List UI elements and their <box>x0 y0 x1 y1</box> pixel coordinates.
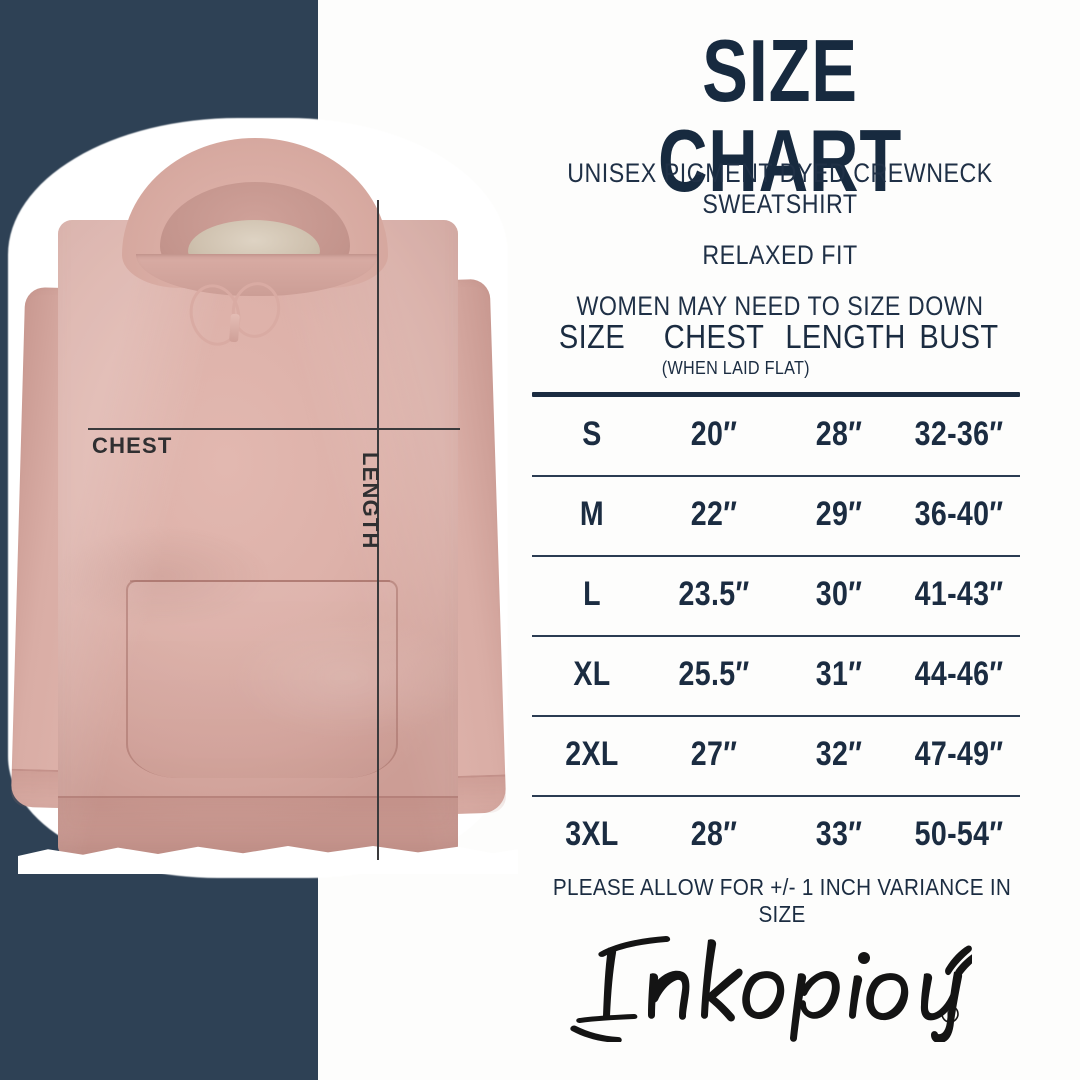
table-row-divider <box>532 715 1020 717</box>
product-photo: CHEST LENGTH <box>0 0 520 1080</box>
table-header-rule <box>532 392 1020 397</box>
cell-bust: 47-49″ <box>914 735 1004 773</box>
table-header-row: SIZE CHEST LENGTH BUST (WHEN LAID FLAT) <box>532 318 1020 392</box>
cell-length: 30″ <box>815 575 863 613</box>
table-row-divider <box>532 635 1020 637</box>
table-row-divider <box>532 795 1020 797</box>
chest-measure-note: (WHEN LAID FLAT) <box>661 358 810 378</box>
column-header-chest: CHEST <box>663 318 765 355</box>
cell-size: L <box>583 575 601 613</box>
drawstring-aglet <box>229 313 240 343</box>
hem-band <box>58 796 458 856</box>
size-table: SIZE CHEST LENGTH BUST (WHEN LAID FLAT) … <box>532 318 1020 875</box>
hoodie-illustration <box>10 128 507 868</box>
cell-length: 31″ <box>815 655 863 693</box>
subtitle-sizing-advice: WOMEN MAY NEED TO SIZE DOWN <box>576 291 984 321</box>
cell-length: 33″ <box>815 815 863 853</box>
table-row: 2XL 27″ 32″ 47-49″ <box>532 717 1020 795</box>
cell-size: S <box>582 415 602 453</box>
subtitle-fit: RELAXED FIT <box>702 240 858 270</box>
table-row: S 20″ 28″ 32-36″ <box>532 397 1020 475</box>
page-title: SIZE CHART <box>657 21 903 210</box>
cell-chest: 23.5″ <box>678 575 750 613</box>
table-row-divider <box>532 555 1020 557</box>
cell-length: 32″ <box>815 735 863 773</box>
variance-footnote: PLEASE ALLOW FOR +/- 1 INCH VARIANCE IN … <box>552 874 1012 927</box>
cell-chest: 20″ <box>690 415 738 453</box>
cell-size: 3XL <box>565 815 619 853</box>
column-header-bust: BUST <box>919 318 999 355</box>
subtitle-product: UNISEX PIGMENT DYED CREWNECK SWEATSHIRT <box>567 158 993 219</box>
chest-measure-label: CHEST <box>92 433 173 458</box>
pocket-top-seam <box>130 580 390 582</box>
garment-image <box>8 118 518 878</box>
cell-chest: 28″ <box>690 815 738 853</box>
table-row: 3XL 28″ 33″ 50-54″ <box>532 797 1020 875</box>
table-row-divider <box>532 475 1020 477</box>
cell-bust: 32-36″ <box>914 415 1004 453</box>
length-measure-label: LENGTH <box>358 452 383 550</box>
cell-bust: 36-40″ <box>914 495 1004 533</box>
brand-name-text: Inkopious <box>542 1042 543 1043</box>
cell-bust: 50-54″ <box>914 815 1004 853</box>
column-header-length: LENGTH <box>785 318 906 355</box>
cell-chest: 22″ <box>690 495 738 533</box>
chest-measure-line <box>88 428 460 430</box>
cell-chest: 27″ <box>690 735 738 773</box>
cell-length: 29″ <box>815 495 863 533</box>
table-row: L 23.5″ 30″ 41-43″ <box>532 557 1020 635</box>
cell-size: M <box>579 495 605 533</box>
cell-size: XL <box>573 655 611 693</box>
svg-text:R: R <box>947 1010 954 1020</box>
cell-length: 28″ <box>815 415 863 453</box>
cell-bust: 41-43″ <box>914 575 1004 613</box>
brand-logo: R Inkopious <box>542 922 972 1042</box>
kangaroo-pocket <box>126 580 398 778</box>
length-measure-line <box>377 200 379 860</box>
cell-chest: 25.5″ <box>678 655 750 693</box>
subtitle-block: UNISEX PIGMENT DYED CREWNECK SWEATSHIRT … <box>516 158 1044 322</box>
table-row: XL 25.5″ 31″ 44-46″ <box>532 637 1020 715</box>
table-row: M 22″ 29″ 36-40″ <box>532 477 1020 555</box>
column-header-size: SIZE <box>558 318 626 355</box>
cell-bust: 44-46″ <box>914 655 1004 693</box>
cell-size: 2XL <box>565 735 619 773</box>
